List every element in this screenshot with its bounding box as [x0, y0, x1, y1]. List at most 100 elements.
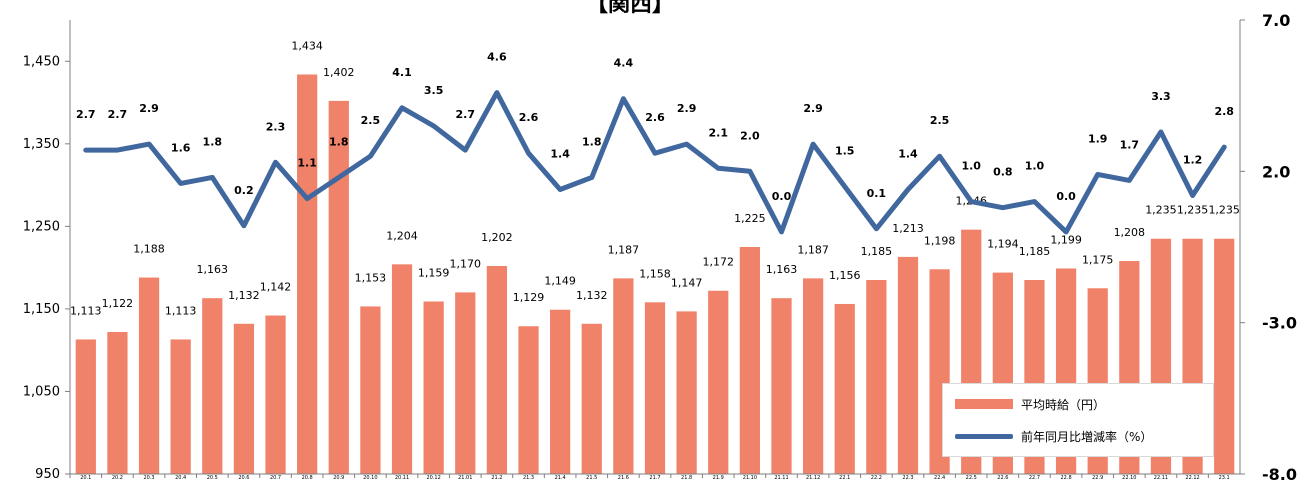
bar-value-label: 1,158: [639, 267, 671, 280]
bar-value-label: 1,187: [608, 243, 640, 256]
bar-value-label: 1,187: [797, 243, 829, 256]
bar-value-label: 1,122: [102, 297, 134, 310]
bar-value-label: 1,225: [734, 212, 766, 225]
x-tick-label: 21.12: [806, 475, 820, 480]
rate-value-label: 0.0: [772, 190, 792, 203]
bar: [391, 264, 413, 474]
legend-bar-label: 平均時給（円）: [1021, 397, 1106, 412]
bar: [265, 315, 286, 474]
rate-value-label: 4.4: [614, 57, 634, 70]
x-tick-label: 22.11: [1154, 475, 1168, 480]
x-tick-label: 21.2: [491, 475, 502, 480]
bar-data-labels: 1,1131,1221,1881,1131,1631,1321,1421,434…: [70, 39, 1240, 317]
bar: [233, 323, 255, 474]
bar-value-label: 1,172: [702, 256, 734, 269]
x-tick-label: 21.7: [649, 475, 660, 480]
bar: [360, 306, 381, 474]
bar-value-label: 1,188: [133, 243, 165, 256]
x-tick-label: 22.10: [1122, 475, 1136, 480]
bar-value-label: 1,198: [924, 234, 956, 247]
rate-value-label: 2.7: [456, 108, 476, 121]
rate-value-label: 2.3: [266, 120, 286, 133]
rate-value-label: 3.5: [424, 84, 444, 97]
legend-line-swatch: [955, 433, 1013, 439]
bar-series: [75, 74, 1235, 475]
right-tick-label: -8.0: [1262, 465, 1297, 480]
rate-value-label: 2.6: [645, 111, 665, 124]
bar-value-label: 1,185: [861, 245, 893, 258]
x-tick-label: 22.1: [839, 475, 850, 480]
x-tick-label: 22.8: [1061, 475, 1072, 480]
bar-value-label: 1,159: [418, 266, 450, 279]
bar-value-label: 1,202: [481, 231, 513, 244]
x-tick-label: 23.1: [1219, 475, 1230, 480]
x-tick-label: 20.4: [175, 475, 186, 480]
bar: [802, 278, 824, 474]
x-tick-label: 22.6: [997, 475, 1008, 480]
bar-value-label: 1,208: [1114, 226, 1146, 239]
x-tick-label: 20.7: [270, 475, 281, 480]
bar: [834, 303, 855, 474]
rate-value-label: 2.1: [708, 126, 728, 139]
left-tick-label: 1,150: [23, 302, 60, 317]
left-tick-label: 1,250: [23, 219, 60, 234]
bar-value-label: 1,163: [197, 263, 229, 276]
bar-value-label: 1,185: [1019, 245, 1051, 258]
rate-value-label: 0.1: [867, 187, 887, 200]
bar: [1214, 238, 1235, 474]
legend-item-bar: 平均時給（円）: [955, 394, 1105, 414]
x-tick-label: 20.8: [302, 475, 313, 480]
legend-line-label: 前年同月比増減率（%）: [1021, 429, 1153, 444]
bar: [518, 326, 539, 474]
legend-item-line: 前年同月比増減率（%）: [955, 426, 1152, 446]
left-tick-label: 1,450: [23, 54, 60, 69]
bar: [739, 247, 760, 474]
bar-value-label: 1,163: [766, 263, 798, 276]
x-tick-label: 21.01: [458, 475, 472, 480]
bar: [297, 74, 318, 474]
rate-value-label: 1.7: [1120, 138, 1140, 151]
rate-line: [83, 90, 1227, 235]
bar: [107, 332, 128, 474]
bar-value-label: 1,175: [1082, 253, 1114, 266]
x-tick-label: 21.9: [713, 475, 724, 480]
bar: [550, 309, 571, 474]
legend: 平均時給（円） 前年同月比増減率（%）: [942, 383, 1214, 457]
left-tick-label: 950: [35, 467, 60, 480]
bar-value-label: 1,194: [987, 238, 1019, 251]
x-tick-label: 20.9: [333, 475, 344, 480]
rate-value-label: 2.8: [1214, 105, 1234, 118]
rate-value-label: 2.5: [361, 114, 381, 127]
rate-value-label: 2.9: [803, 102, 823, 115]
bar: [866, 280, 887, 474]
rate-value-label: 0.2: [234, 184, 254, 197]
bar-value-label: 1,129: [513, 291, 545, 304]
left-tick-label: 1,050: [23, 384, 60, 399]
bar-value-label: 1,149: [544, 275, 576, 288]
x-tick-label: 21.10: [743, 475, 757, 480]
bar: [644, 302, 666, 474]
x-tick-label: 22.5: [966, 475, 977, 480]
x-tick-label: 20.1: [80, 475, 91, 480]
rate-value-label: 4.6: [487, 51, 507, 64]
bar: [581, 323, 602, 474]
rate-value-label: 2.9: [139, 102, 159, 115]
rate-value-label: 2.5: [930, 114, 950, 127]
x-tick-label: 20.3: [143, 475, 154, 480]
bar: [138, 277, 160, 474]
bar-value-label: 1,235: [1177, 204, 1209, 217]
rate-value-label: 1.8: [329, 135, 349, 148]
x-tick-label: 20.2: [112, 475, 123, 480]
x-tick-label: 22.12: [1185, 475, 1199, 480]
x-tick-label: 22.3: [902, 475, 913, 480]
rate-value-label: 0.0: [1056, 190, 1076, 203]
bar-value-label: 1,142: [260, 281, 292, 294]
rate-value-label: 2.7: [108, 108, 128, 121]
right-tick-label: -3.0: [1262, 314, 1297, 333]
right-axis: -8.0 -3.0 2.0 7.0: [1239, 11, 1297, 480]
x-tick-label: 20.12: [426, 475, 440, 480]
x-tick-label: 20.10: [363, 475, 377, 480]
left-tick-label: 1,350: [23, 137, 60, 152]
rate-value-label: 1.8: [203, 135, 223, 148]
